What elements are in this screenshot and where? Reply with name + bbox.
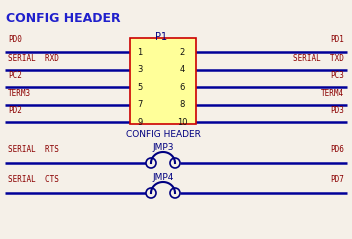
Text: 2: 2 xyxy=(180,48,185,56)
FancyBboxPatch shape xyxy=(130,38,196,124)
Text: PD6: PD6 xyxy=(330,145,344,154)
Text: 3: 3 xyxy=(137,65,143,74)
Text: 8: 8 xyxy=(179,100,185,109)
Circle shape xyxy=(146,188,156,198)
Circle shape xyxy=(146,158,156,168)
Text: PD3: PD3 xyxy=(330,106,344,115)
Text: 9: 9 xyxy=(137,118,143,126)
Text: PD1: PD1 xyxy=(330,35,344,44)
Text: CONFIG HEADER: CONFIG HEADER xyxy=(6,12,121,25)
Text: P1: P1 xyxy=(155,32,167,42)
Text: JMP4: JMP4 xyxy=(152,173,174,182)
Text: 5: 5 xyxy=(137,82,143,92)
Text: SERIAL  RXD: SERIAL RXD xyxy=(8,54,59,63)
Text: PD0: PD0 xyxy=(8,35,22,44)
Text: 7: 7 xyxy=(137,100,143,109)
Circle shape xyxy=(170,188,180,198)
Circle shape xyxy=(170,158,180,168)
Text: PD7: PD7 xyxy=(330,175,344,184)
Text: 1: 1 xyxy=(137,48,143,56)
Text: PD2: PD2 xyxy=(8,106,22,115)
Text: 6: 6 xyxy=(179,82,185,92)
Text: SERIAL  TXD: SERIAL TXD xyxy=(293,54,344,63)
Text: CONFIG HEADER: CONFIG HEADER xyxy=(126,130,200,139)
Text: 10: 10 xyxy=(177,118,187,126)
Text: JMP3: JMP3 xyxy=(152,143,174,152)
Text: TERM3: TERM3 xyxy=(8,88,31,98)
Text: SERIAL  RTS: SERIAL RTS xyxy=(8,145,59,154)
Text: PC3: PC3 xyxy=(330,71,344,80)
Text: TERM4: TERM4 xyxy=(321,88,344,98)
Text: 4: 4 xyxy=(180,65,185,74)
Text: SERIAL  CTS: SERIAL CTS xyxy=(8,175,59,184)
Text: PC2: PC2 xyxy=(8,71,22,80)
